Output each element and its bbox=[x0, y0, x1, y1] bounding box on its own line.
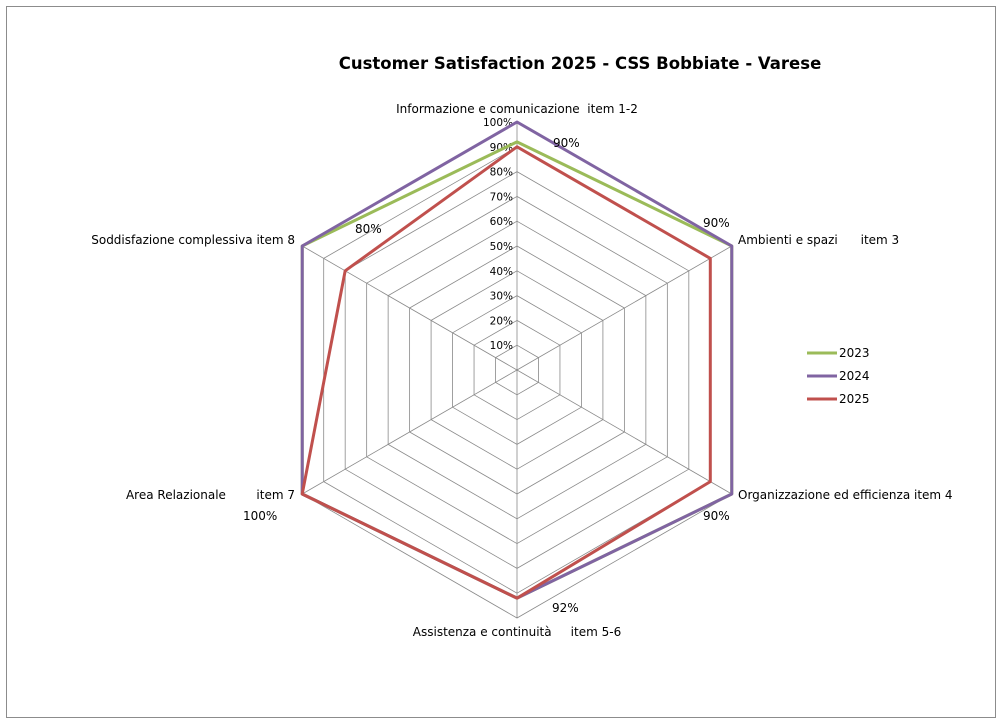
legend-label: 2024 bbox=[839, 369, 870, 383]
radar-series bbox=[300, 120, 734, 600]
category-label: Informazione e comunicazione item 1-2 bbox=[396, 102, 638, 116]
chart-frame: Customer Satisfaction 2025 - CSS Bobbiat… bbox=[6, 6, 996, 718]
radial-tick-label: 70% bbox=[490, 191, 513, 203]
grid-spoke bbox=[302, 369, 518, 495]
series-line-2025 bbox=[300, 145, 712, 600]
radial-tick-label: 10% bbox=[490, 340, 513, 352]
data-label: 90% bbox=[553, 136, 580, 150]
legend-label: 2023 bbox=[839, 346, 870, 360]
category-label: Organizzazione ed efficienza item 4 bbox=[738, 488, 953, 502]
radial-tick-label: 20% bbox=[490, 315, 513, 327]
data-label: 80% bbox=[355, 222, 382, 236]
radar-grid bbox=[301, 121, 733, 619]
data-label: 100% bbox=[243, 509, 277, 523]
category-label: Ambienti e spazi item 3 bbox=[738, 233, 899, 247]
data-label: 90% bbox=[703, 216, 730, 230]
grid-spoke bbox=[516, 369, 732, 495]
data-labels: 90% 90% 90% 92% 100% 80% bbox=[243, 136, 730, 615]
category-label: Assistenza e continuità item 5-6 bbox=[413, 625, 621, 639]
radar-chart: Customer Satisfaction 2025 - CSS Bobbiat… bbox=[91, 54, 952, 639]
data-label: 92% bbox=[552, 601, 579, 615]
radial-tick-label: 80% bbox=[490, 167, 513, 179]
category-labels: Informazione e comunicazione item 1-2 Amb… bbox=[91, 102, 952, 639]
legend-label: 2025 bbox=[839, 392, 870, 406]
chart-title: Customer Satisfaction 2025 - CSS Bobbiat… bbox=[339, 54, 822, 73]
radial-tick-label: 40% bbox=[490, 266, 513, 278]
radial-tick-label: 50% bbox=[490, 241, 513, 253]
data-label: 90% bbox=[703, 509, 730, 523]
radial-tick-label: 30% bbox=[490, 291, 513, 303]
legend: 2023 2024 2025 bbox=[807, 346, 870, 406]
radial-tick-label: 100% bbox=[483, 117, 513, 129]
grid-spoke bbox=[302, 245, 518, 371]
grid-spoke bbox=[516, 245, 732, 371]
category-label: Soddisfazione complessiva item 8 bbox=[91, 233, 295, 247]
category-label: Area Relazionale item 7 bbox=[126, 488, 295, 502]
radial-tick-label: 60% bbox=[490, 216, 513, 228]
